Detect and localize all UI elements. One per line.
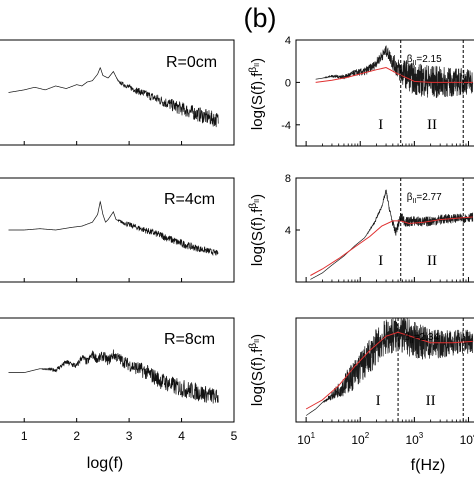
right-y-label-top: log(S(f).fβII) — [248, 58, 266, 130]
x-tick-label: 102 — [351, 431, 369, 447]
tick-exp: 1 — [311, 431, 316, 440]
tick-base: 10 — [351, 433, 365, 447]
tick-exp: 2 — [365, 431, 370, 440]
left-top-annotation: R=0cm — [166, 54, 217, 71]
right-y-label-middle: log(S(f).fβII) — [248, 194, 266, 266]
beta-symbol: β — [407, 192, 413, 203]
beta-value: =2.77 — [416, 192, 442, 203]
right-panel-bottom: βII=2.34III101102103104 — [295, 317, 474, 447]
ylabel-suffix: ) — [249, 194, 266, 199]
svg-text:log(S(f).fβII): log(S(f).fβII) — [248, 58, 266, 130]
beta-value: =2.34 — [414, 332, 440, 343]
left-bottom-annotation: R=8cm — [164, 331, 215, 348]
x-tick-label: 2 — [73, 429, 80, 443]
left-panel-top: R=0cm — [0, 39, 235, 146]
ylabel-prefix: log(S(f).f — [249, 72, 266, 130]
beta-subscript: II — [412, 198, 416, 205]
beta-subscript: II — [410, 338, 414, 345]
ylabel-prefix: log(S(f).f — [249, 348, 266, 406]
x-tick-label: 101 — [297, 431, 315, 447]
left-panel-bottom: R=8cm 1 2 3 4 5 — [0, 317, 238, 443]
y-tick-label: 4 — [285, 225, 291, 237]
x-tick-label: 103 — [405, 431, 423, 447]
svg-text:log(S(f).fβII): log(S(f).fβII) — [248, 334, 266, 406]
fit-line — [310, 216, 473, 276]
left-x-axis-label: log(f) — [87, 455, 123, 472]
spectrum-line — [305, 317, 474, 416]
fit-line — [315, 67, 473, 83]
y-tick-label: 0 — [285, 77, 291, 89]
right-bottom-frame — [295, 317, 474, 423]
tick-exp: 4 — [473, 431, 474, 440]
right-y-label-bottom: log(S(f).fβII) — [248, 334, 266, 406]
y-tick-label: 4 — [285, 35, 291, 47]
ylabel-suffix: ) — [249, 334, 266, 339]
x-tick-label: 5 — [231, 429, 238, 443]
ylabel-exp: β — [248, 203, 259, 209]
beta-annotation: βII=2.34 — [404, 332, 439, 345]
tick-base: 10 — [405, 433, 419, 447]
beta-annotation: βII=2.77 — [407, 192, 442, 205]
spectrum-line — [8, 349, 219, 404]
x-tick-label: 104 — [460, 431, 474, 447]
y-tick-label: 8 — [285, 173, 291, 185]
region-label-II: II — [427, 117, 437, 133]
beta-value: =2.15 — [416, 54, 442, 65]
ylabel-exp-sub: II — [254, 339, 261, 343]
region-label-II: II — [427, 253, 437, 269]
ylabel-exp-sub: II — [254, 63, 261, 67]
left-middle-annotation: R=4cm — [164, 191, 215, 208]
x-tick-label: 1 — [21, 429, 28, 443]
tick-exp: 3 — [419, 431, 424, 440]
figure-label: (b) — [244, 3, 277, 33]
left-top-frame — [0, 39, 235, 146]
tick-base: 10 — [297, 433, 311, 447]
ylabel-exp: β — [248, 67, 259, 73]
tick-base: 10 — [460, 433, 474, 447]
ylabel-suffix: ) — [249, 58, 266, 63]
region-label-I: I — [378, 117, 383, 133]
beta-subscript: II — [412, 60, 416, 67]
region-label-II: II — [426, 393, 436, 409]
ylabel-prefix: log(S(f).f — [249, 208, 266, 266]
right-x-axis-label: f(Hz) — [411, 457, 446, 474]
region-label-I: I — [378, 253, 383, 269]
ylabel-exp-sub: II — [254, 199, 261, 203]
beta-symbol: β — [404, 332, 410, 343]
beta-annotation: βII=2.15 — [407, 54, 442, 67]
svg-text:log(S(f).fβII): log(S(f).fβII) — [248, 194, 266, 266]
fit-line — [305, 331, 473, 410]
right-top-frame — [295, 39, 474, 147]
x-tick-label: 3 — [126, 429, 133, 443]
left-panel-middle: R=4cm — [0, 177, 235, 283]
ylabel-exp: β — [248, 343, 259, 349]
spectrum-line — [8, 200, 219, 257]
x-tick-label: 4 — [178, 429, 185, 443]
beta-symbol: β — [407, 54, 413, 65]
region-label-I: I — [376, 393, 381, 409]
left-bottom-frame — [0, 317, 235, 423]
spectrum-line — [8, 66, 219, 128]
left-middle-frame — [0, 177, 235, 283]
spectrum-line — [315, 45, 474, 98]
spectrum-line — [310, 189, 474, 280]
y-tick-label: -4 — [281, 120, 291, 132]
